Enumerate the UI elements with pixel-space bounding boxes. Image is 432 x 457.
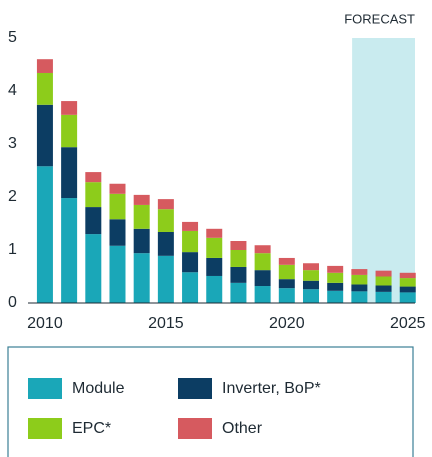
bar-segment: [206, 228, 223, 238]
bar-segment: [85, 234, 102, 303]
bar-segment: [254, 253, 271, 271]
bar-segment: [375, 270, 392, 277]
legend-swatch: [178, 378, 212, 399]
bar-segment: [351, 274, 368, 285]
y-tick-label: 2: [8, 188, 17, 205]
bar-segment: [109, 183, 126, 194]
bar-segment: [302, 270, 319, 281]
bar-segment: [182, 221, 199, 231]
bar-segment: [230, 240, 247, 250]
bar-segment: [206, 275, 223, 303]
bar-segment: [206, 257, 223, 276]
bar-segment: [399, 272, 416, 279]
bar-segment: [182, 272, 199, 303]
bar-segment: [61, 114, 78, 148]
bar-segment: [133, 204, 150, 229]
bar-segment: [327, 282, 344, 291]
x-tick-label: 2010: [27, 315, 63, 332]
legend-label: Inverter, BoP*: [222, 380, 321, 397]
bar-segment: [157, 231, 174, 256]
x-tick-label: 2025: [390, 315, 426, 332]
legend-label: EPC*: [72, 420, 111, 437]
bar-segment: [351, 284, 368, 292]
bar-segment: [399, 278, 416, 287]
bar-segment: [375, 276, 392, 286]
bar-segment: [85, 172, 102, 183]
bar-segment: [109, 245, 126, 303]
bar-segment: [36, 166, 53, 303]
bar-segment: [36, 72, 53, 105]
bar-segment: [278, 279, 295, 289]
bar-segment: [230, 282, 247, 303]
bar-segment: [351, 291, 368, 303]
bar-segment: [61, 101, 78, 115]
bar-segment: [278, 264, 295, 280]
bar-segment: [327, 265, 344, 273]
bar-segment: [351, 269, 368, 275]
y-tick-label: 4: [8, 82, 17, 99]
legend-swatch: [28, 418, 62, 439]
legend-label: Module: [72, 380, 125, 397]
bar-segment: [85, 182, 102, 208]
legend-swatch: [28, 378, 62, 399]
x-tick-label: 2015: [148, 315, 184, 332]
bar-segment: [254, 270, 271, 287]
bar-segment: [109, 219, 126, 246]
forecast-region: [352, 38, 415, 303]
bar-segment: [230, 266, 247, 283]
y-tick-label: 0: [8, 294, 17, 311]
bar-segment: [36, 104, 53, 167]
bar-segment: [206, 237, 223, 258]
bar-segment: [254, 286, 271, 303]
bar-segment: [157, 199, 174, 210]
bar-segment: [157, 255, 174, 303]
bar-segment: [375, 291, 392, 303]
bar-segment: [278, 257, 295, 265]
bar-segment: [375, 285, 392, 292]
forecast-label: FORECAST: [344, 11, 415, 26]
bar-segment: [157, 209, 174, 232]
bar-segment: [61, 147, 78, 199]
bar-segment: [230, 250, 247, 267]
legend-label: Other: [222, 420, 263, 437]
legend-box: [7, 346, 414, 457]
bar-segment: [327, 290, 344, 303]
bar-segment: [36, 59, 53, 73]
bar-segment: [133, 228, 150, 254]
bar-segment: [61, 198, 78, 303]
bar-segment: [133, 194, 150, 205]
bar-segment: [399, 292, 416, 303]
bar-segment: [302, 289, 319, 303]
bar-segment: [133, 253, 150, 303]
bar-segment: [327, 272, 344, 283]
x-tick-label: 2020: [269, 315, 305, 332]
y-tick-label: 3: [8, 135, 17, 152]
bar-segment: [85, 207, 102, 235]
bar-segment: [302, 263, 319, 271]
y-tick-label: 1: [8, 241, 17, 258]
bar-segment: [182, 252, 199, 273]
bar-segment: [109, 193, 126, 220]
bar-segment: [182, 230, 199, 253]
bar-segment: [254, 245, 271, 254]
bar-segment: [302, 280, 319, 290]
legend-swatch: [178, 418, 212, 439]
bar-segment: [278, 288, 295, 303]
bar-segment: [399, 286, 416, 293]
y-tick-label: 5: [8, 29, 17, 46]
